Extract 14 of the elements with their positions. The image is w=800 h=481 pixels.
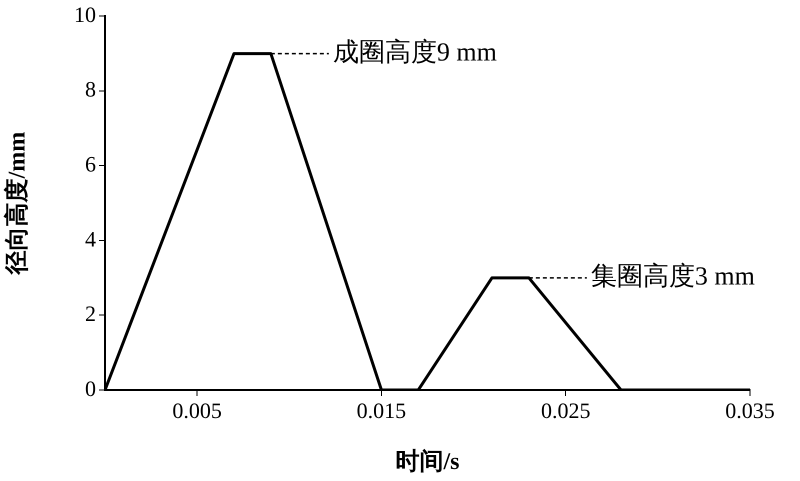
y-tick-label: 2: [85, 301, 96, 326]
x-axis-title: 时间/s: [395, 448, 460, 475]
y-tick-label: 6: [85, 152, 96, 176]
x-tick-label: 0.025: [540, 398, 590, 423]
y-tick-label: 0: [85, 376, 96, 401]
x-tick-label: 0.035: [725, 398, 775, 423]
x-tick-label: 0.005: [172, 398, 222, 423]
y-tick-label: 10: [74, 2, 96, 27]
annotation: 成圈高度9 mm: [332, 37, 497, 66]
y-tick-label: 8: [85, 76, 96, 102]
x-tick-label: 0.015: [356, 398, 406, 423]
y-tick-label: 4: [85, 226, 96, 252]
y-axis-title: 径向高度/mm: [2, 132, 31, 276]
annotation: 集圈高度3 mm: [590, 262, 755, 291]
